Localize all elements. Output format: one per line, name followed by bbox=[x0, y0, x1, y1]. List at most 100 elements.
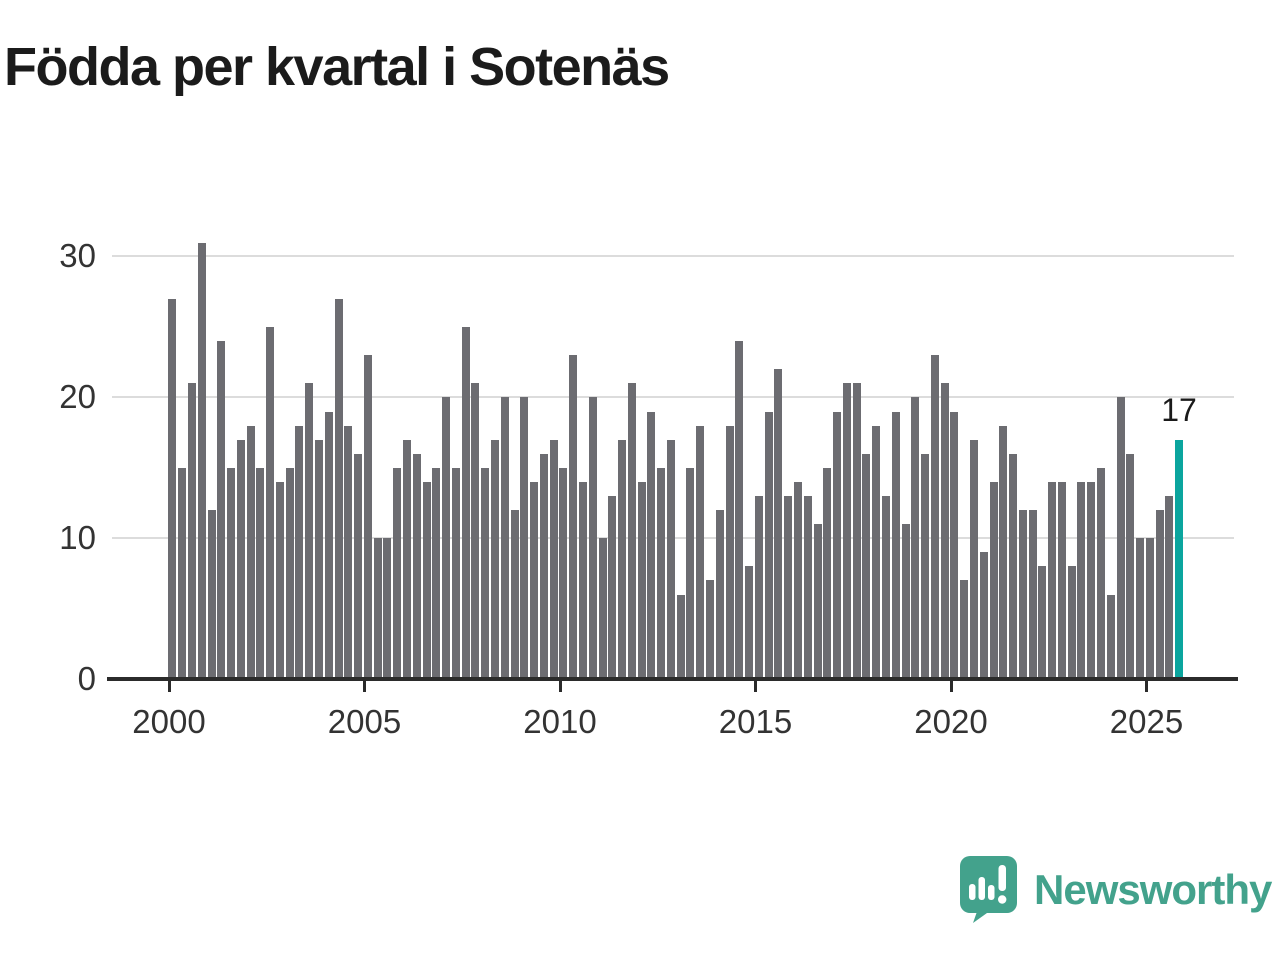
bar bbox=[178, 467, 187, 679]
bar bbox=[295, 425, 304, 679]
bar bbox=[901, 524, 910, 679]
gridline-20 bbox=[112, 396, 1234, 398]
bar bbox=[813, 524, 822, 679]
bar bbox=[187, 383, 196, 679]
bar bbox=[559, 467, 568, 679]
bar bbox=[940, 383, 949, 679]
y-axis-label-30: 30 bbox=[59, 237, 96, 274]
bar bbox=[1009, 453, 1018, 679]
bar bbox=[285, 467, 294, 679]
bar bbox=[872, 425, 881, 679]
bar bbox=[1145, 538, 1154, 679]
bar bbox=[784, 495, 793, 679]
x-axis-tick-2010 bbox=[558, 681, 562, 692]
bar bbox=[842, 383, 851, 679]
bar bbox=[168, 298, 177, 679]
bar bbox=[1077, 481, 1086, 679]
bar bbox=[197, 242, 206, 679]
bar bbox=[862, 453, 871, 679]
x-axis-tick-2025 bbox=[1145, 681, 1148, 692]
bar bbox=[569, 355, 578, 679]
bar bbox=[735, 341, 744, 679]
y-axis-label-10: 10 bbox=[59, 519, 96, 556]
bar bbox=[256, 467, 265, 679]
bar bbox=[598, 538, 607, 679]
bar bbox=[921, 453, 930, 679]
bar bbox=[236, 439, 245, 679]
bar bbox=[1087, 481, 1096, 679]
bar bbox=[217, 341, 226, 679]
bar bbox=[1097, 467, 1106, 679]
brand-name: Newsworthy bbox=[1034, 865, 1272, 913]
bar bbox=[266, 327, 275, 679]
chart-title: Födda per kvartal i Sotenäs bbox=[4, 37, 670, 97]
bar bbox=[774, 369, 783, 679]
x-axis-tick-2005 bbox=[363, 681, 366, 692]
x-axis-label-2020: 2020 bbox=[914, 703, 988, 740]
bar bbox=[1048, 481, 1057, 679]
x-axis-label-2000: 2000 bbox=[132, 703, 206, 740]
bar bbox=[1067, 566, 1076, 679]
bar bbox=[334, 298, 343, 679]
bar bbox=[422, 481, 431, 679]
bar bbox=[510, 510, 519, 679]
bar bbox=[686, 467, 695, 679]
bar bbox=[207, 510, 216, 679]
bar bbox=[1165, 495, 1174, 679]
bar bbox=[383, 538, 392, 679]
bar bbox=[1126, 453, 1135, 679]
bar bbox=[706, 580, 715, 679]
newsworthy-logo: Newsworthy bbox=[960, 856, 1272, 923]
bar bbox=[432, 467, 441, 679]
x-axis-label-2015: 2015 bbox=[718, 703, 793, 740]
bar bbox=[1116, 397, 1125, 679]
bar bbox=[911, 397, 920, 679]
bar bbox=[1155, 510, 1164, 679]
bar bbox=[833, 411, 842, 679]
bar bbox=[979, 552, 988, 679]
x-axis-label-2025: 2025 bbox=[1109, 703, 1184, 740]
bar bbox=[1057, 481, 1066, 679]
bar bbox=[647, 411, 656, 679]
bar bbox=[637, 481, 646, 679]
bar bbox=[451, 467, 460, 679]
bar bbox=[696, 425, 705, 679]
bar bbox=[539, 453, 548, 679]
bar bbox=[500, 397, 509, 679]
bar bbox=[305, 383, 314, 679]
bar bbox=[803, 495, 812, 679]
bar bbox=[412, 453, 421, 679]
bar bbox=[745, 566, 754, 679]
bar bbox=[823, 467, 832, 679]
bar-highlighted bbox=[1175, 439, 1184, 679]
bar bbox=[1106, 594, 1115, 679]
bar bbox=[246, 425, 255, 679]
bar bbox=[657, 467, 666, 679]
bar bbox=[354, 453, 363, 679]
bar bbox=[1028, 510, 1037, 679]
bar bbox=[490, 439, 499, 679]
bar bbox=[969, 439, 978, 679]
bar bbox=[275, 481, 284, 679]
bar bbox=[960, 580, 969, 679]
bar bbox=[227, 467, 236, 679]
bar bbox=[725, 425, 734, 679]
bar bbox=[403, 439, 411, 679]
last-value-annotation: 17 bbox=[1161, 392, 1197, 428]
bar bbox=[754, 495, 763, 679]
x-axis-label-2005: 2005 bbox=[327, 703, 402, 740]
bar bbox=[578, 481, 587, 679]
bar bbox=[891, 411, 900, 679]
bar bbox=[852, 383, 861, 679]
bar bbox=[1136, 538, 1145, 679]
bar bbox=[481, 467, 490, 679]
bar bbox=[618, 439, 627, 679]
bar bbox=[530, 481, 539, 679]
bar bbox=[461, 327, 470, 679]
x-axis-line bbox=[107, 677, 1238, 681]
bar bbox=[608, 495, 617, 679]
bar bbox=[666, 439, 675, 679]
bar bbox=[549, 439, 558, 679]
y-axis-label-20: 20 bbox=[59, 378, 96, 415]
x-axis-tick-2000 bbox=[167, 681, 171, 692]
